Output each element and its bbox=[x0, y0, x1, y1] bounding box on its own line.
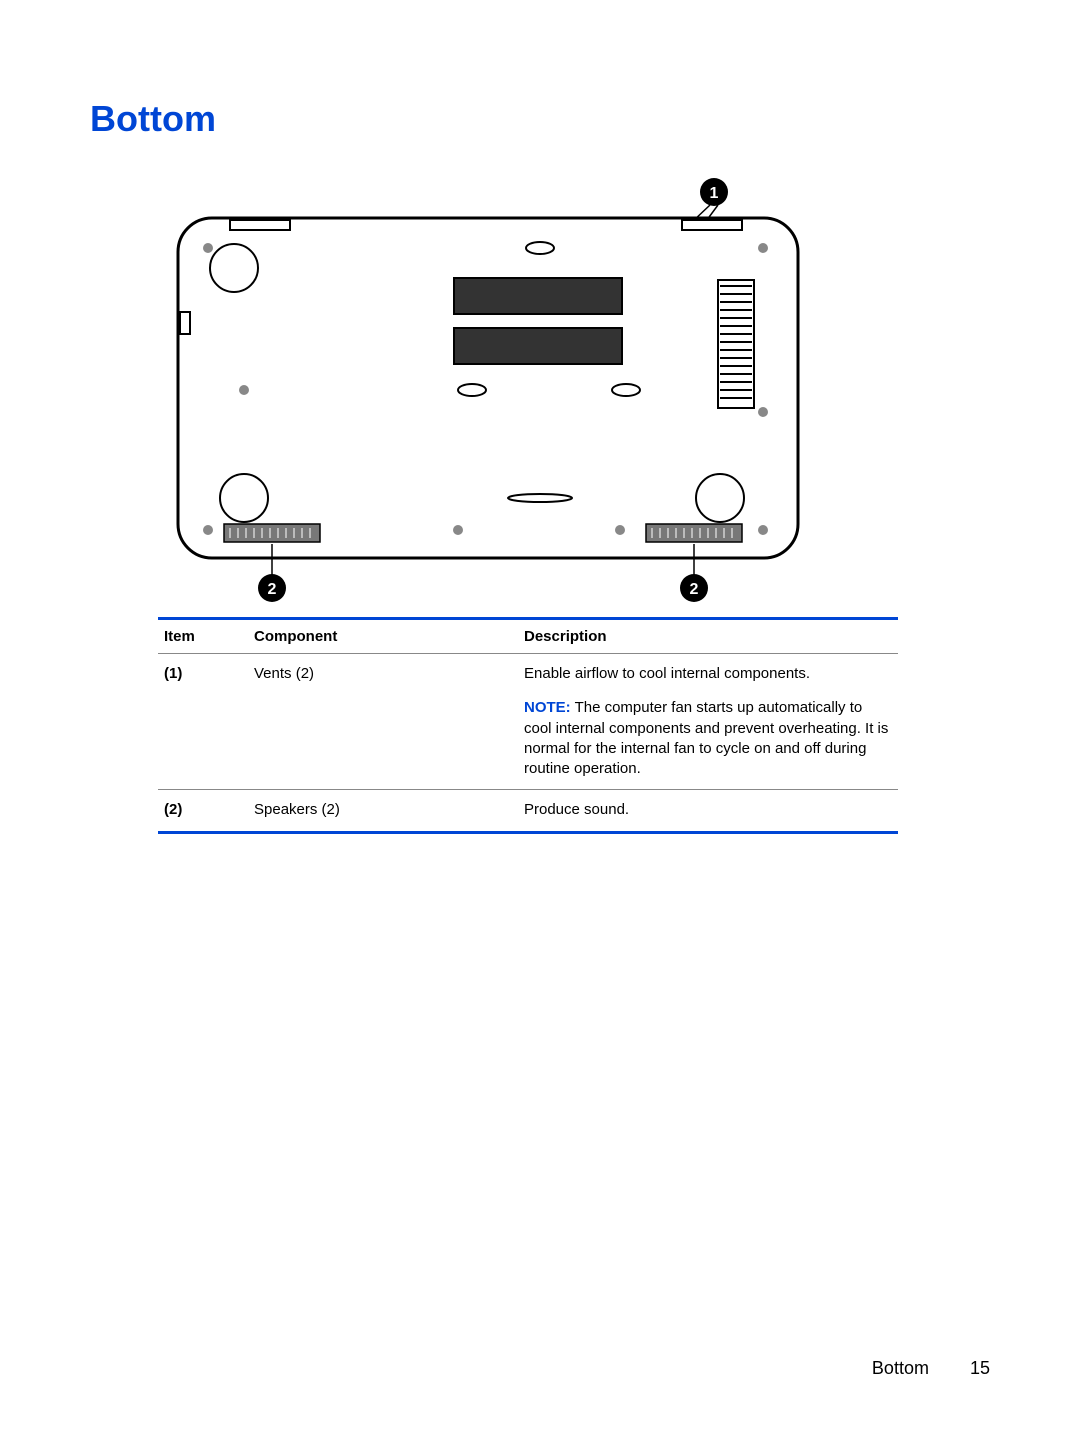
footer-section: Bottom bbox=[872, 1358, 929, 1378]
components-table: Item Component Description (1) Vents (2)… bbox=[158, 617, 898, 834]
table-row: (2) Speakers (2) Produce sound. bbox=[158, 790, 898, 832]
page-footer: Bottom 15 bbox=[872, 1358, 990, 1379]
cell-comp-2: Speakers (2) bbox=[248, 790, 518, 832]
bottom-diagram: 1 bbox=[158, 172, 898, 617]
cell-comp-1: Vents (2) bbox=[248, 654, 518, 790]
note-text: The computer fan starts up automatically… bbox=[524, 699, 888, 777]
cell-item-1: (1) bbox=[164, 665, 182, 682]
th-item: Item bbox=[158, 619, 248, 654]
page-heading: Bottom bbox=[90, 98, 990, 140]
cell-desc-2: Produce sound. bbox=[518, 790, 898, 832]
note-label: NOTE: bbox=[524, 699, 571, 716]
th-component: Component bbox=[248, 619, 518, 654]
footer-page-number: 15 bbox=[970, 1358, 990, 1378]
cell-desc-1: Enable airflow to cool internal componen… bbox=[518, 654, 898, 790]
callout-1: 1 bbox=[710, 185, 719, 202]
th-description: Description bbox=[518, 619, 898, 654]
cell-item-2: (2) bbox=[164, 801, 182, 818]
table-row: (1) Vents (2) Enable airflow to cool int… bbox=[158, 654, 898, 790]
callout-2b: 2 bbox=[690, 581, 699, 598]
callout-2a: 2 bbox=[268, 581, 277, 598]
